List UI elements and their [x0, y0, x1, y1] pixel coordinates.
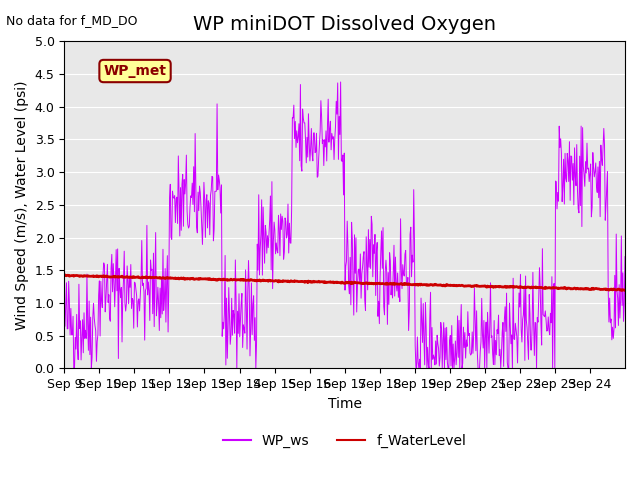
f_WaterLevel [61, 272, 69, 278]
f_WaterLevel [230, 276, 237, 282]
WP_ws [279, 218, 287, 224]
f_WaterLevel [258, 277, 266, 283]
f_WaterLevel [621, 288, 629, 293]
Legend: WP_ws, f_WaterLevel: WP_ws, f_WaterLevel [218, 428, 472, 453]
Text: No data for f_MD_DO: No data for f_MD_DO [6, 14, 138, 27]
WP_ws [258, 197, 266, 203]
WP_ws [60, 307, 68, 312]
WP_ws [230, 312, 237, 318]
WP_ws [404, 275, 412, 280]
WP_ws [70, 366, 77, 372]
f_WaterLevel [60, 273, 68, 278]
Line: f_WaterLevel: f_WaterLevel [64, 275, 625, 290]
X-axis label: Time: Time [328, 397, 362, 411]
f_WaterLevel [279, 278, 287, 284]
Text: WP_met: WP_met [104, 64, 166, 78]
f_WaterLevel [435, 282, 442, 288]
Line: WP_ws: WP_ws [64, 82, 625, 369]
WP_ws [127, 262, 134, 267]
WP_ws [621, 254, 629, 260]
f_WaterLevel [403, 282, 411, 288]
Title: WP miniDOT Dissolved Oxygen: WP miniDOT Dissolved Oxygen [193, 15, 496, 34]
f_WaterLevel [127, 274, 134, 280]
WP_ws [435, 363, 443, 369]
WP_ws [337, 79, 344, 85]
Y-axis label: Wind Speed (m/s), Water Level (psi): Wind Speed (m/s), Water Level (psi) [15, 80, 29, 330]
